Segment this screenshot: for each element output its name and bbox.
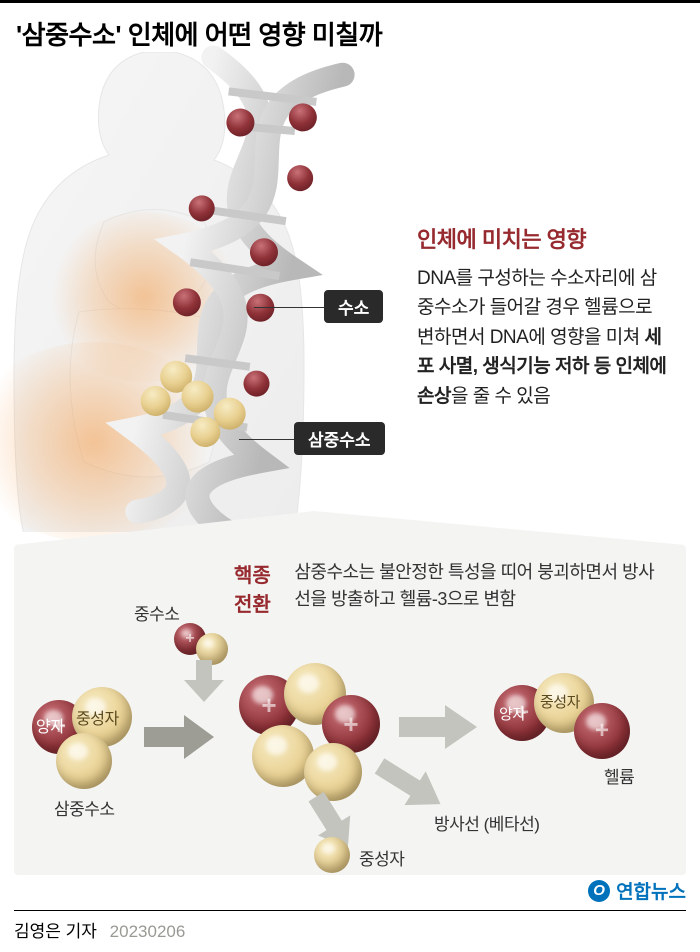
- label-proton: 양자: [36, 713, 64, 737]
- label-neutron: 중성자: [359, 845, 404, 870]
- effects-body-pre: DNA를 구성하는 수소자리에 삼중수소가 들어갈 경우 헬륨으로 변하면서 D…: [417, 268, 657, 348]
- label-hydrogen: 수소: [324, 290, 383, 323]
- panel-heading: 핵종 전환 삼중수소는 불안정한 특성을 띠어 붕괴하면서 방사선을 방출하고 …: [234, 559, 664, 617]
- agency-name: 연합뉴스: [616, 877, 686, 904]
- label-deuterium: 중수소: [134, 600, 179, 625]
- proton-sphere: [574, 703, 630, 759]
- arrow-icon: [399, 705, 477, 749]
- label-neutron: 중성자: [540, 691, 580, 712]
- neutron-sphere: [314, 837, 350, 873]
- arrow-icon: [144, 715, 214, 759]
- agency-logo-icon: O: [588, 880, 610, 902]
- label-tritium: 삼중수소: [294, 422, 385, 455]
- label-radiation: 방사선 (베타선): [434, 810, 539, 835]
- main-illustration: 수소 삼중수소 인체에 미치는 영향 DNA를 구성하는 수소자리에 삼중수소가…: [14, 62, 686, 552]
- arrow-icon: [184, 660, 224, 702]
- label-proton: 양자: [499, 703, 526, 724]
- transmutation-heading: 핵종 전환: [234, 559, 284, 617]
- transmutation-body: 삼중수소는 불안정한 특성을 띠어 붕괴하면서 방사선을 방출하고 헬륨-3으로…: [294, 559, 664, 617]
- transmutation-panel: 핵종 전환 삼중수소는 불안정한 특성을 띠어 붕괴하면서 방사선을 방출하고 …: [14, 545, 686, 875]
- neutron-sphere: [56, 733, 112, 789]
- effects-body: DNA를 구성하는 수소자리에 삼중수소가 들어갈 경우 헬륨으로 변하면서 D…: [417, 264, 672, 411]
- label-helium: 헬륨: [604, 763, 634, 788]
- panel-connector: [14, 511, 686, 545]
- effects-heading: 인체에 미치는 영향: [417, 222, 672, 254]
- title-rest: 인체에 어떤 영향 미칠까: [121, 20, 382, 50]
- reporter-name: 김영은 기자: [14, 922, 97, 941]
- footer: O 연합뉴스 김영은 기자 20230206: [0, 869, 700, 952]
- label-tritium: 삼중수소: [54, 795, 115, 820]
- effects-text-block: 인체에 미치는 영향 DNA를 구성하는 수소자리에 삼중수소가 들어갈 경우 …: [417, 222, 672, 411]
- publish-date: 20230206: [110, 922, 186, 941]
- title-quoted: '삼중수소': [16, 20, 121, 50]
- page-title: '삼중수소' 인체에 어떤 영향 미칠까: [16, 15, 684, 52]
- byline: 김영은 기자 20230206: [14, 910, 686, 942]
- agency-block: O 연합뉴스: [14, 877, 686, 904]
- label-neutron: 중성자: [76, 705, 119, 729]
- effects-body-post: 을 줄 수 있음: [451, 386, 550, 407]
